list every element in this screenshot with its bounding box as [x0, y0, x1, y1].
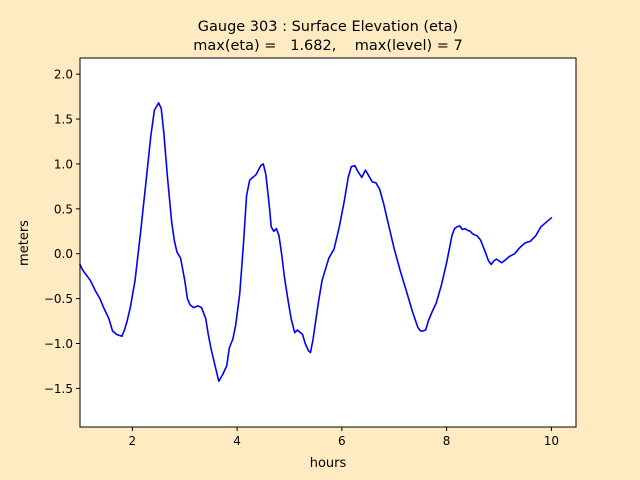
- y-tick-label: 2.0: [54, 68, 73, 82]
- series-layer: [79, 102, 553, 383]
- y-tick-label: −1.5: [44, 382, 73, 396]
- x-tick-label: 6: [338, 434, 346, 448]
- x-tick-label: 8: [443, 434, 451, 448]
- y-tick-label: 0.5: [54, 202, 73, 216]
- x-tick-label: 10: [544, 434, 559, 448]
- y-axis-label: meters: [17, 220, 32, 266]
- chart-title-line1: Gauge 303 : Surface Elevation (eta): [198, 19, 458, 35]
- chart-title-line2: max(eta) = 1.682, max(level) = 7: [193, 38, 463, 54]
- y-tick-label: −1.0: [44, 337, 73, 351]
- y-tick-label: 1.0: [54, 157, 73, 171]
- y-tick-label: 0.0: [54, 247, 73, 261]
- ticks-layer: 2 4 6 8 10 −1.5 −1.0 −0.5 0.0 0.5 1.0 1.5 2.0: [44, 68, 559, 448]
- plot-frame: [79, 57, 577, 428]
- y-tick-label: −0.5: [44, 292, 73, 306]
- series-line-0: [79, 102, 553, 383]
- x-axis-label: hours: [310, 456, 347, 471]
- x-tick-label: 2: [129, 434, 137, 448]
- y-tick-label: 1.5: [54, 113, 73, 127]
- x-tick-label: 4: [233, 434, 241, 448]
